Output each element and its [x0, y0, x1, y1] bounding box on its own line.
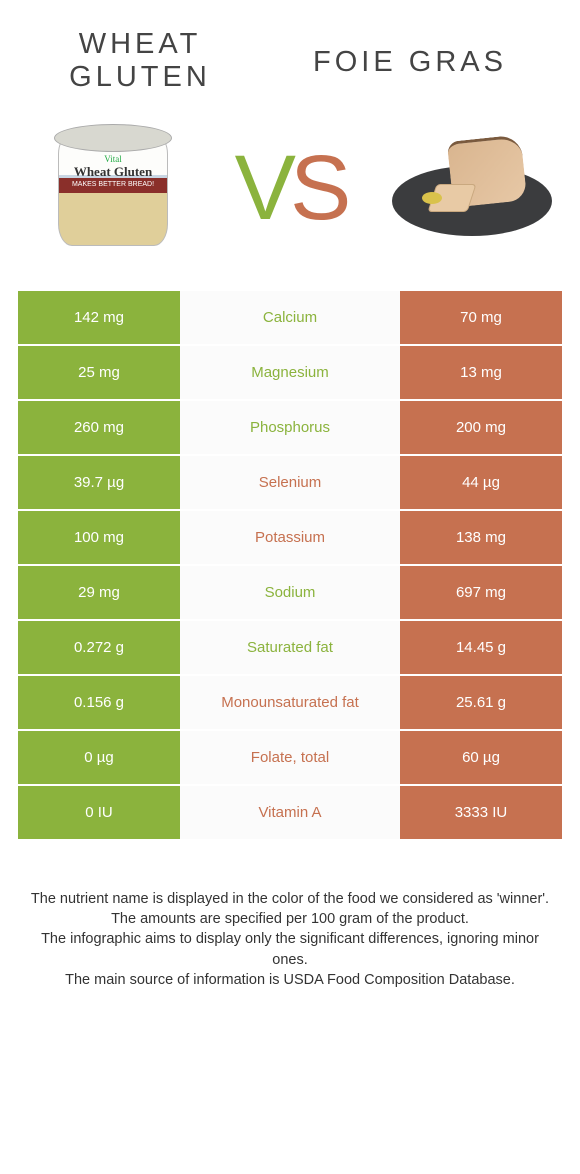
- right-value-cell: 25.61 g: [400, 676, 562, 729]
- nutrient-name-cell: Selenium: [180, 456, 400, 509]
- left-food-image: Vital Wheat Gluten MAKES BETTER BREAD!: [38, 113, 188, 263]
- right-food-image: [392, 113, 542, 263]
- right-value-cell: 13 mg: [400, 346, 562, 399]
- right-value-cell: 60 µg: [400, 731, 562, 784]
- right-value-cell: 138 mg: [400, 511, 562, 564]
- wheat-gluten-can-icon: Vital Wheat Gluten MAKES BETTER BREAD!: [54, 124, 172, 252]
- nutrient-table: 142 mgCalcium70 mg25 mgMagnesium13 mg260…: [18, 291, 562, 839]
- foie-gras-plate-icon: [392, 128, 542, 248]
- table-row: 260 mgPhosphorus200 mg: [18, 401, 562, 454]
- left-value-cell: 260 mg: [18, 401, 180, 454]
- right-value-cell: 14.45 g: [400, 621, 562, 674]
- table-row: 29 mgSodium697 mg: [18, 566, 562, 619]
- footer-line-4: The main source of information is USDA F…: [28, 970, 552, 990]
- footer-notes: The nutrient name is displayed in the co…: [0, 841, 580, 990]
- nutrient-name-cell: Saturated fat: [180, 621, 400, 674]
- table-row: 0 IUVitamin A3333 IU: [18, 786, 562, 839]
- nutrient-name-cell: Sodium: [180, 566, 400, 619]
- nutrient-name-cell: Calcium: [180, 291, 400, 344]
- food-image-row: Vital Wheat Gluten MAKES BETTER BREAD! V…: [0, 105, 580, 291]
- table-row: 0.272 gSaturated fat14.45 g: [18, 621, 562, 674]
- footer-line-3: The infographic aims to display only the…: [28, 929, 552, 970]
- nutrient-name-cell: Phosphorus: [180, 401, 400, 454]
- left-value-cell: 0.156 g: [18, 676, 180, 729]
- nutrient-name-cell: Vitamin A: [180, 786, 400, 839]
- right-food-title: FOIE GRAS: [280, 28, 540, 79]
- left-value-cell: 25 mg: [18, 346, 180, 399]
- right-value-cell: 3333 IU: [400, 786, 562, 839]
- left-title-line2: GLUTEN: [69, 61, 211, 93]
- right-value-cell: 697 mg: [400, 566, 562, 619]
- can-brand-label: Vital: [54, 154, 172, 164]
- left-value-cell: 0 IU: [18, 786, 180, 839]
- right-value-cell: 70 mg: [400, 291, 562, 344]
- left-value-cell: 39.7 µg: [18, 456, 180, 509]
- table-row: 39.7 µgSelenium44 µg: [18, 456, 562, 509]
- table-row: 100 mgPotassium138 mg: [18, 511, 562, 564]
- left-value-cell: 142 mg: [18, 291, 180, 344]
- table-row: 142 mgCalcium70 mg: [18, 291, 562, 344]
- right-value-cell: 200 mg: [400, 401, 562, 454]
- nutrient-name-cell: Magnesium: [180, 346, 400, 399]
- can-tagline-label: MAKES BETTER BREAD!: [62, 180, 164, 189]
- can-name-label: Wheat Gluten: [54, 164, 172, 180]
- nutrient-name-cell: Monounsaturated fat: [180, 676, 400, 729]
- right-value-cell: 44 µg: [400, 456, 562, 509]
- vs-label: VS: [235, 142, 346, 234]
- left-value-cell: 29 mg: [18, 566, 180, 619]
- left-title-line1: WHEAT: [79, 28, 202, 60]
- vs-s: S: [290, 137, 345, 239]
- nutrient-name-cell: Folate, total: [180, 731, 400, 784]
- footer-line-2: The amounts are specified per 100 gram o…: [28, 909, 552, 929]
- nutrient-name-cell: Potassium: [180, 511, 400, 564]
- vs-v: V: [235, 137, 290, 239]
- left-value-cell: 0.272 g: [18, 621, 180, 674]
- table-row: 25 mgMagnesium13 mg: [18, 346, 562, 399]
- left-value-cell: 0 µg: [18, 731, 180, 784]
- table-row: 0.156 gMonounsaturated fat25.61 g: [18, 676, 562, 729]
- table-row: 0 µgFolate, total60 µg: [18, 731, 562, 784]
- footer-line-1: The nutrient name is displayed in the co…: [28, 889, 552, 909]
- left-value-cell: 100 mg: [18, 511, 180, 564]
- left-food-title: WHEAT GLUTEN: [40, 28, 240, 95]
- header: WHEAT GLUTEN FOIE GRAS: [0, 0, 580, 105]
